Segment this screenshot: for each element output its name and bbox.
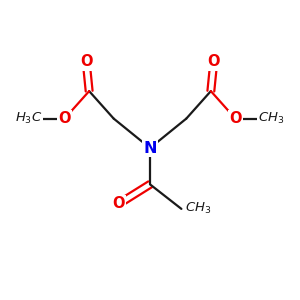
Text: O: O	[208, 54, 220, 69]
Text: N: N	[143, 140, 157, 155]
Text: $H_3C$: $H_3C$	[15, 111, 42, 126]
Text: $CH_3$: $CH_3$	[185, 201, 212, 216]
Text: O: O	[112, 196, 125, 211]
Text: $CH_3$: $CH_3$	[258, 111, 284, 126]
Text: O: O	[80, 54, 92, 69]
Text: O: O	[229, 111, 242, 126]
Text: O: O	[58, 111, 71, 126]
